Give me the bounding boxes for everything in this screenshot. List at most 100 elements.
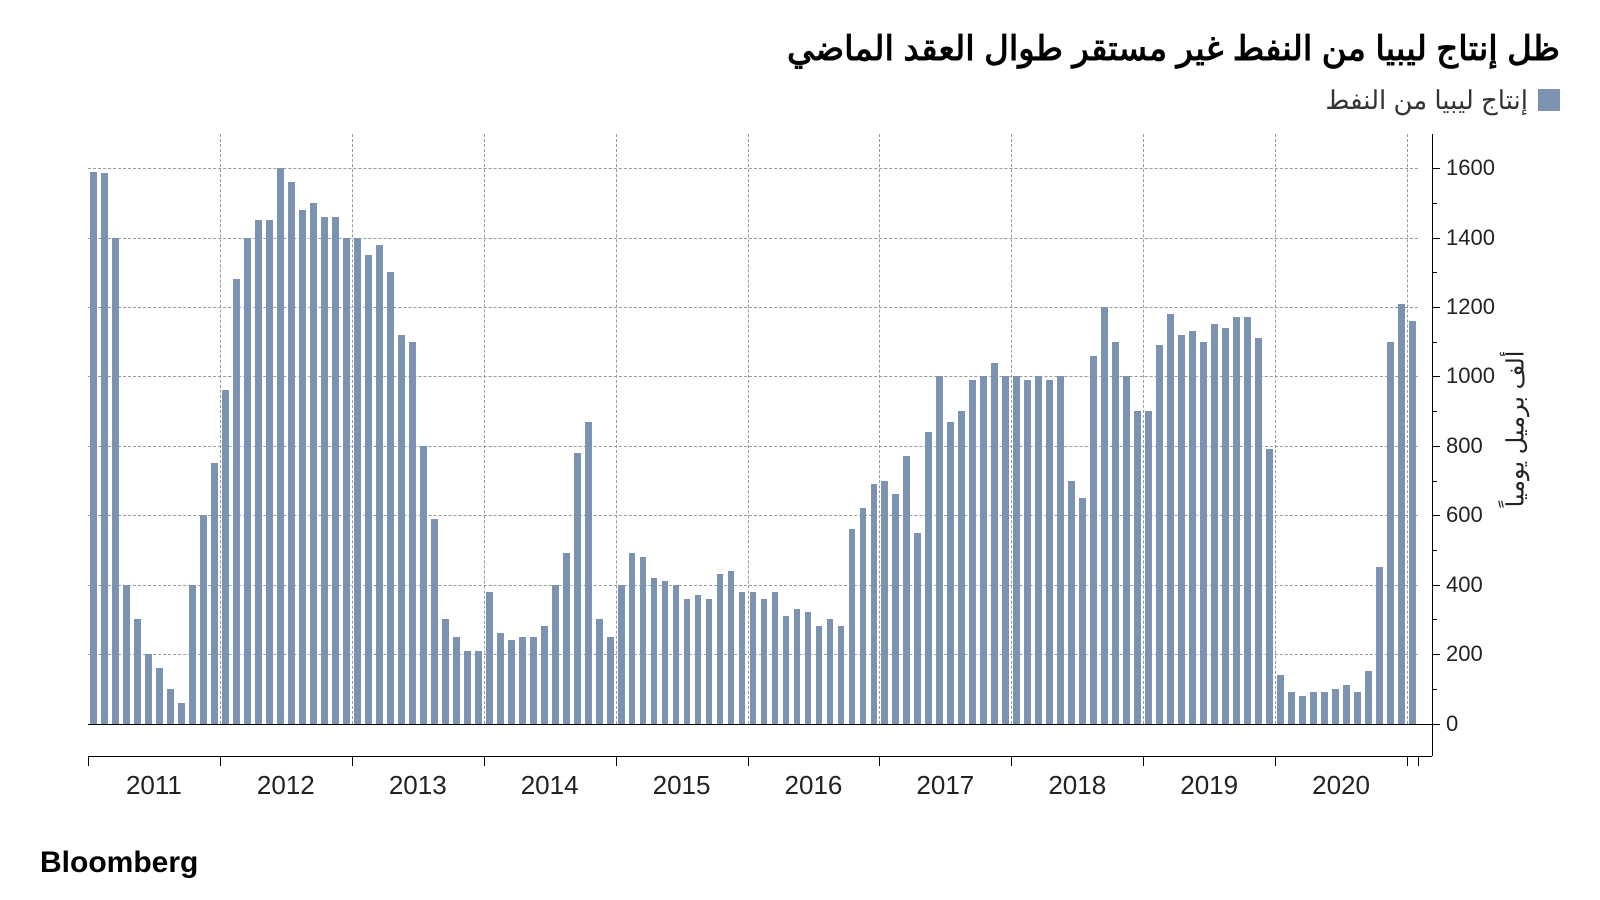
bar <box>1387 342 1394 724</box>
bar <box>431 519 438 724</box>
year-separator <box>748 134 749 724</box>
bar <box>969 380 976 724</box>
bar <box>761 599 768 724</box>
bar <box>827 619 834 723</box>
bar <box>607 637 614 724</box>
bar <box>233 279 240 723</box>
legend-swatch <box>1538 89 1560 111</box>
bar <box>134 619 141 723</box>
x-tick <box>1407 756 1408 766</box>
bar <box>321 217 328 724</box>
bar <box>1013 376 1020 723</box>
bar <box>1233 317 1240 723</box>
plot-area <box>88 134 1418 724</box>
year-separator <box>220 134 221 724</box>
bar <box>947 422 954 724</box>
year-separator <box>352 134 353 724</box>
x-axis-label: 2018 <box>1048 770 1106 801</box>
y-axis-label: 600 <box>1446 502 1483 528</box>
bar <box>354 238 361 724</box>
bar <box>892 494 899 723</box>
x-baseline <box>88 724 1432 725</box>
bar <box>112 238 119 724</box>
bar <box>1090 356 1097 724</box>
y-tick <box>1432 515 1440 516</box>
bar <box>903 456 910 723</box>
bar <box>1024 380 1031 724</box>
bar <box>255 220 262 723</box>
bar <box>1002 376 1009 723</box>
bar <box>222 390 229 723</box>
bar <box>1398 304 1405 724</box>
y-tick <box>1432 376 1440 377</box>
bar <box>277 168 284 723</box>
x-axis-label: 2016 <box>785 770 843 801</box>
x-tick <box>1275 756 1276 766</box>
bar <box>156 668 163 724</box>
year-separator <box>484 134 485 724</box>
bar <box>497 633 504 723</box>
source-attribution: Bloomberg <box>40 846 198 880</box>
bar <box>1057 376 1064 723</box>
bar <box>1255 338 1262 723</box>
bar <box>464 651 471 724</box>
bar <box>1376 567 1383 723</box>
bar <box>1068 481 1075 724</box>
bar <box>299 210 306 724</box>
bar <box>1288 692 1295 723</box>
bar <box>805 612 812 723</box>
bar <box>1343 685 1350 723</box>
bar <box>640 557 647 724</box>
y-minor-tick <box>1432 481 1437 482</box>
bar <box>508 640 515 723</box>
bar <box>684 599 691 724</box>
bar <box>420 446 427 724</box>
bar <box>1079 498 1086 724</box>
bar <box>244 238 251 724</box>
bar <box>123 585 130 724</box>
bar <box>552 585 559 724</box>
bar <box>991 363 998 724</box>
bar <box>585 422 592 724</box>
bar <box>1189 331 1196 723</box>
x-axis-line <box>88 756 1432 757</box>
x-tick <box>748 756 749 766</box>
year-separator <box>1407 134 1408 724</box>
bar <box>442 619 449 723</box>
bar <box>1134 411 1141 723</box>
bar <box>1123 376 1130 723</box>
bar <box>728 571 735 724</box>
legend-label: إنتاج ليبيا من النفط <box>1325 85 1528 116</box>
x-axis-label: 2014 <box>521 770 579 801</box>
bar <box>200 515 207 723</box>
bar <box>1200 342 1207 724</box>
x-axis-label: 2013 <box>389 770 447 801</box>
bar <box>1167 314 1174 724</box>
bar <box>453 637 460 724</box>
bar <box>860 508 867 723</box>
bar <box>772 592 779 724</box>
y-minor-tick <box>1432 550 1437 551</box>
year-separator <box>1275 134 1276 724</box>
bar <box>486 592 493 724</box>
gridline <box>88 168 1418 169</box>
bar <box>914 533 921 724</box>
x-axis-label: 2011 <box>126 770 182 801</box>
bar <box>475 651 482 724</box>
bar <box>1409 321 1416 724</box>
bar <box>530 637 537 724</box>
y-axis-label: 400 <box>1446 572 1483 598</box>
x-axis-label: 2017 <box>916 770 974 801</box>
bar <box>881 481 888 724</box>
y-axis-label: 1400 <box>1446 225 1495 251</box>
bar <box>849 529 856 723</box>
bar <box>1211 324 1218 723</box>
bar <box>1244 317 1251 723</box>
bar <box>1046 380 1053 724</box>
bar <box>662 581 669 723</box>
bar <box>365 255 372 724</box>
x-axis-label: 2015 <box>653 770 711 801</box>
y-axis-label: 1200 <box>1446 294 1495 320</box>
x-axis-label: 2019 <box>1180 770 1238 801</box>
bar <box>871 484 878 723</box>
